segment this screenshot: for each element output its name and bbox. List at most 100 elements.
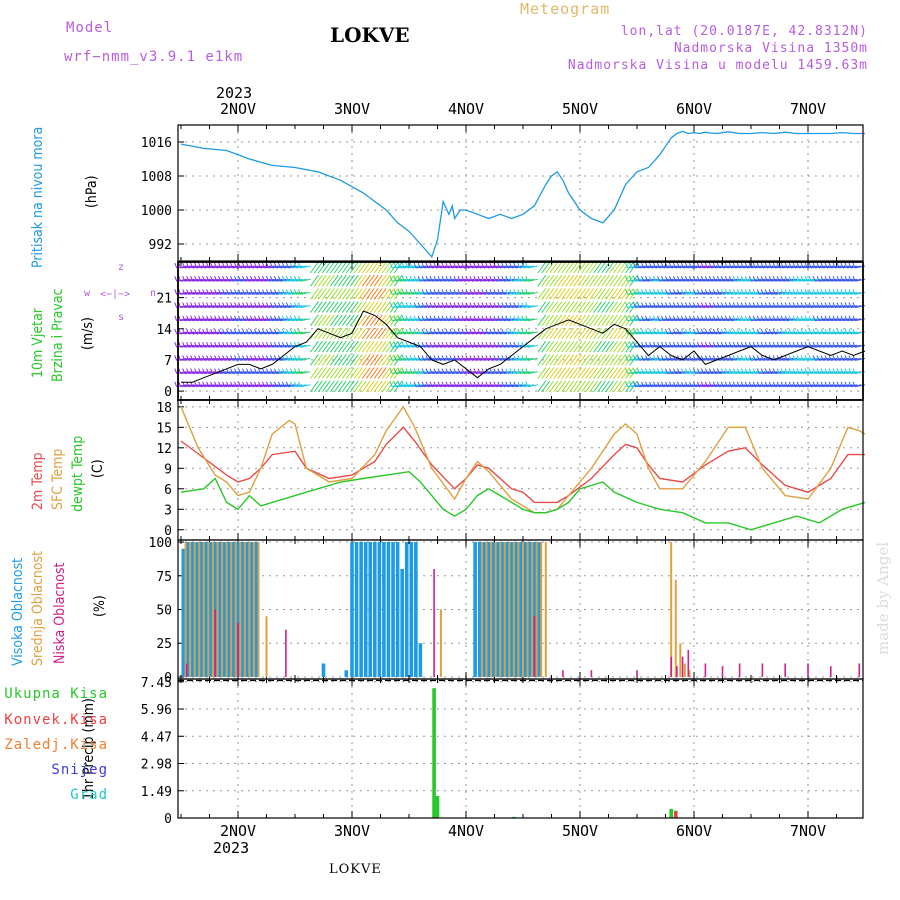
mid-cloud-bar [494, 542, 497, 677]
wind-barb [423, 384, 435, 388]
wind-barb [264, 265, 275, 269]
wind-barb [699, 278, 710, 282]
wind-barb [643, 371, 654, 375]
wind-barb [461, 289, 465, 295]
wind-barb [679, 278, 690, 282]
wind-barb [439, 331, 451, 335]
bottom-year-label: 2023 [213, 839, 250, 857]
wind-barb [772, 262, 776, 269]
wind-barb [276, 331, 287, 335]
wind-barb [285, 355, 289, 361]
wind-barb [763, 331, 774, 335]
wind-barb [457, 328, 461, 335]
wind-barb [477, 315, 481, 321]
wind-barb [337, 367, 347, 379]
y-tick-label: 18 [156, 401, 172, 416]
mid-cloud-bar [522, 542, 524, 677]
wind-barb [711, 331, 722, 335]
wind-barb [285, 368, 289, 374]
wind-barb [277, 262, 281, 269]
wind-barb [186, 302, 190, 308]
wind-barb [361, 354, 371, 366]
wind-barb [715, 291, 726, 295]
wind-barb [196, 265, 207, 269]
wind-barb [569, 380, 579, 393]
mid-cloud-bar [688, 670, 691, 677]
wind-barb [220, 344, 231, 348]
wind-barb [775, 318, 786, 322]
wind-barb [581, 288, 591, 300]
wind-barb [266, 315, 269, 321]
wind-barb [803, 357, 814, 361]
wind-barb [256, 305, 267, 309]
wind-barb [459, 278, 471, 282]
wind-barb [521, 276, 525, 282]
wind-barb [272, 278, 283, 282]
wind-barb [264, 305, 275, 309]
wind-barb [393, 368, 397, 374]
high-cloud-bar [373, 542, 377, 677]
wind-barb [712, 302, 716, 308]
wind-barb [557, 380, 567, 393]
wind-barb [234, 368, 238, 374]
wind-barb [459, 331, 471, 335]
wind-barb [661, 328, 664, 335]
wind-barb [811, 344, 822, 348]
wind-barb [214, 289, 218, 295]
wind-barb [684, 302, 688, 308]
wind-barb [842, 278, 854, 282]
wind-barb [427, 278, 439, 282]
wind-barb [487, 384, 499, 388]
wind-barb [409, 302, 413, 308]
wind-barb [573, 380, 583, 393]
wind-barb [800, 276, 804, 282]
wind-barb [704, 276, 708, 282]
wind-barb [800, 328, 804, 335]
wind-barb [756, 328, 760, 335]
wind-barb [680, 328, 684, 335]
wind-barb [300, 305, 311, 309]
wind-barb [792, 276, 796, 282]
wind-barb [699, 265, 710, 269]
wind-barb [828, 342, 832, 348]
wind-barb [226, 355, 230, 361]
wind-barb [505, 262, 509, 269]
wind-barb [791, 265, 802, 269]
wind-barb [377, 288, 387, 300]
wind-barb [545, 288, 555, 300]
wind-barb [423, 344, 435, 348]
wind-barb [408, 384, 419, 388]
wind-barb [280, 265, 291, 269]
wind-barb [659, 384, 670, 388]
wind-barb [593, 340, 603, 353]
wind-barb [521, 262, 525, 269]
wind-barb [174, 315, 178, 321]
wind-barb [404, 344, 415, 348]
wind-barb [425, 315, 429, 321]
wind-barb [585, 367, 595, 379]
wind-barb [688, 302, 692, 308]
wind-barb [692, 276, 696, 282]
wind-barb [413, 328, 417, 335]
wind-barb [262, 315, 265, 321]
wind-barb [625, 262, 629, 269]
wind-barb [281, 315, 285, 321]
wind-barb [180, 265, 191, 269]
wind-barb [755, 357, 766, 361]
wind-barb [759, 384, 770, 388]
wind-barb [404, 305, 415, 309]
wind-barb [349, 354, 359, 366]
wind-barb [404, 265, 415, 269]
wind-barb [621, 327, 631, 340]
wind-barb [621, 367, 631, 379]
wind-barb [803, 265, 814, 269]
wind-barb [819, 318, 830, 322]
wind-barb [665, 262, 668, 269]
wind-barb [688, 368, 692, 374]
wind-barb [455, 331, 467, 335]
wind-barb [433, 381, 437, 387]
wind-barb [218, 276, 222, 282]
wind-barb [852, 342, 856, 348]
wind-barb [627, 265, 638, 269]
wind-barb [293, 276, 297, 282]
